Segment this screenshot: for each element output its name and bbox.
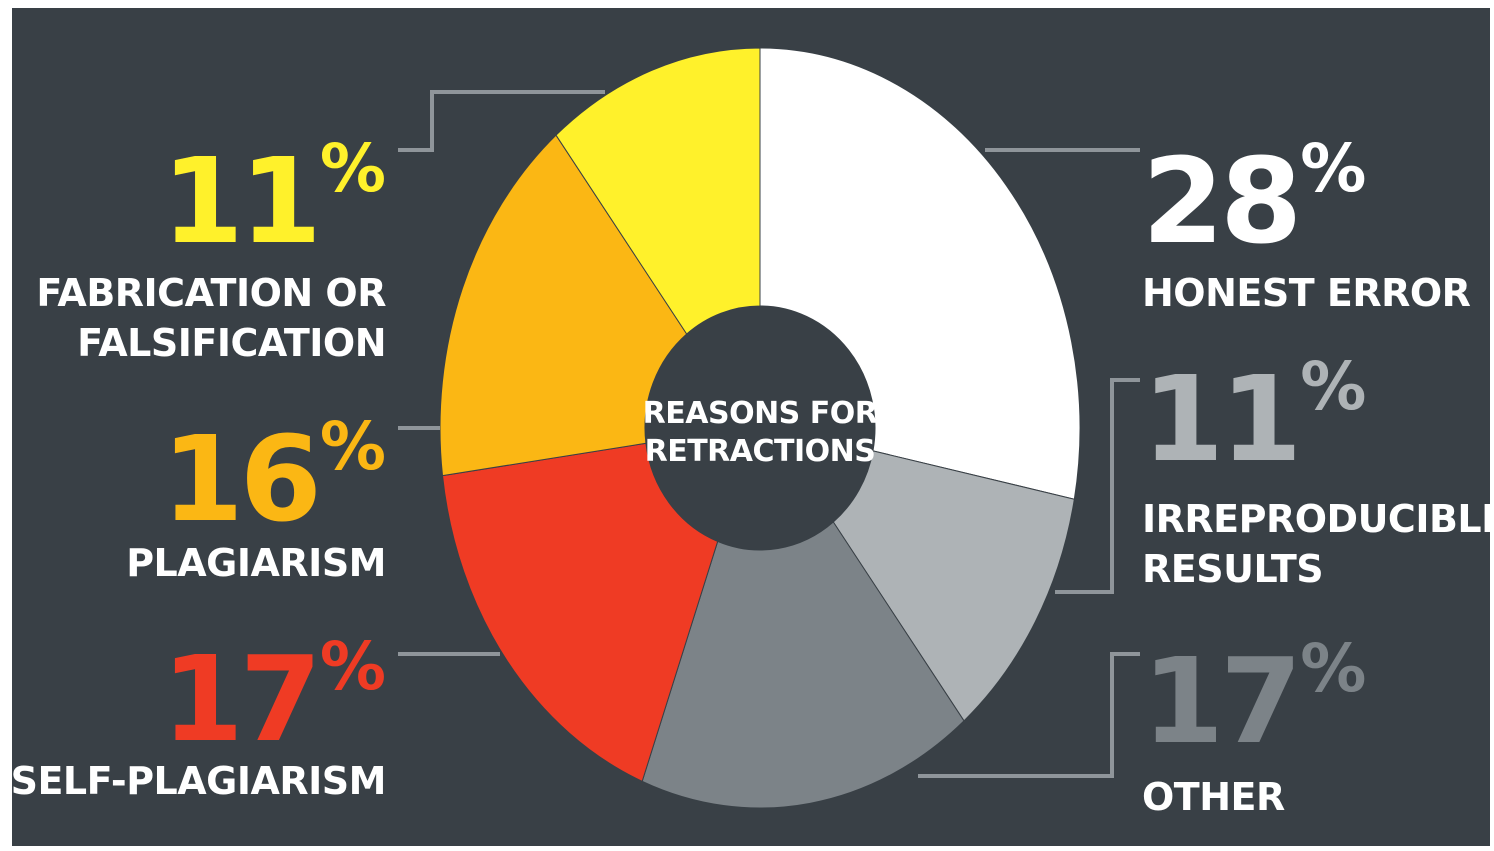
center-title: REASONS FOR RETRACTIONS	[620, 395, 900, 471]
plagiarism-percent: 16%	[161, 408, 386, 548]
other-label: OTHER	[1142, 775, 1285, 819]
donut-hole	[645, 306, 875, 550]
slice-honest	[759, 47, 1081, 500]
irreproducible-label: IRREPRODUCIBLE RESULTS	[1142, 497, 1494, 591]
fabrication-percent: 11%	[161, 130, 386, 270]
self-plagiarism-percent: 17%	[161, 628, 386, 768]
irreproducible-percent: 11%	[1142, 348, 1367, 488]
leader-fabrication	[398, 90, 605, 152]
center-title-line2: RETRACTIONS	[644, 434, 876, 469]
center-title-line1: REASONS FOR	[642, 396, 878, 431]
leader-other	[918, 652, 1140, 778]
donut-slices	[439, 47, 1081, 809]
honest-error-percent: 28%	[1142, 130, 1367, 270]
other-percent: 17%	[1142, 630, 1367, 770]
leader-irreproducible	[1055, 378, 1140, 594]
leader-lines	[398, 90, 1140, 778]
self-plagiarism-label: SELF-PLAGIARISM	[10, 759, 387, 803]
plagiarism-label: PLAGIARISM	[126, 541, 386, 585]
honest-error-label: HONEST ERROR	[1142, 271, 1471, 315]
fabrication-label: FABRICATION OR FALSIFICATION	[36, 271, 386, 365]
